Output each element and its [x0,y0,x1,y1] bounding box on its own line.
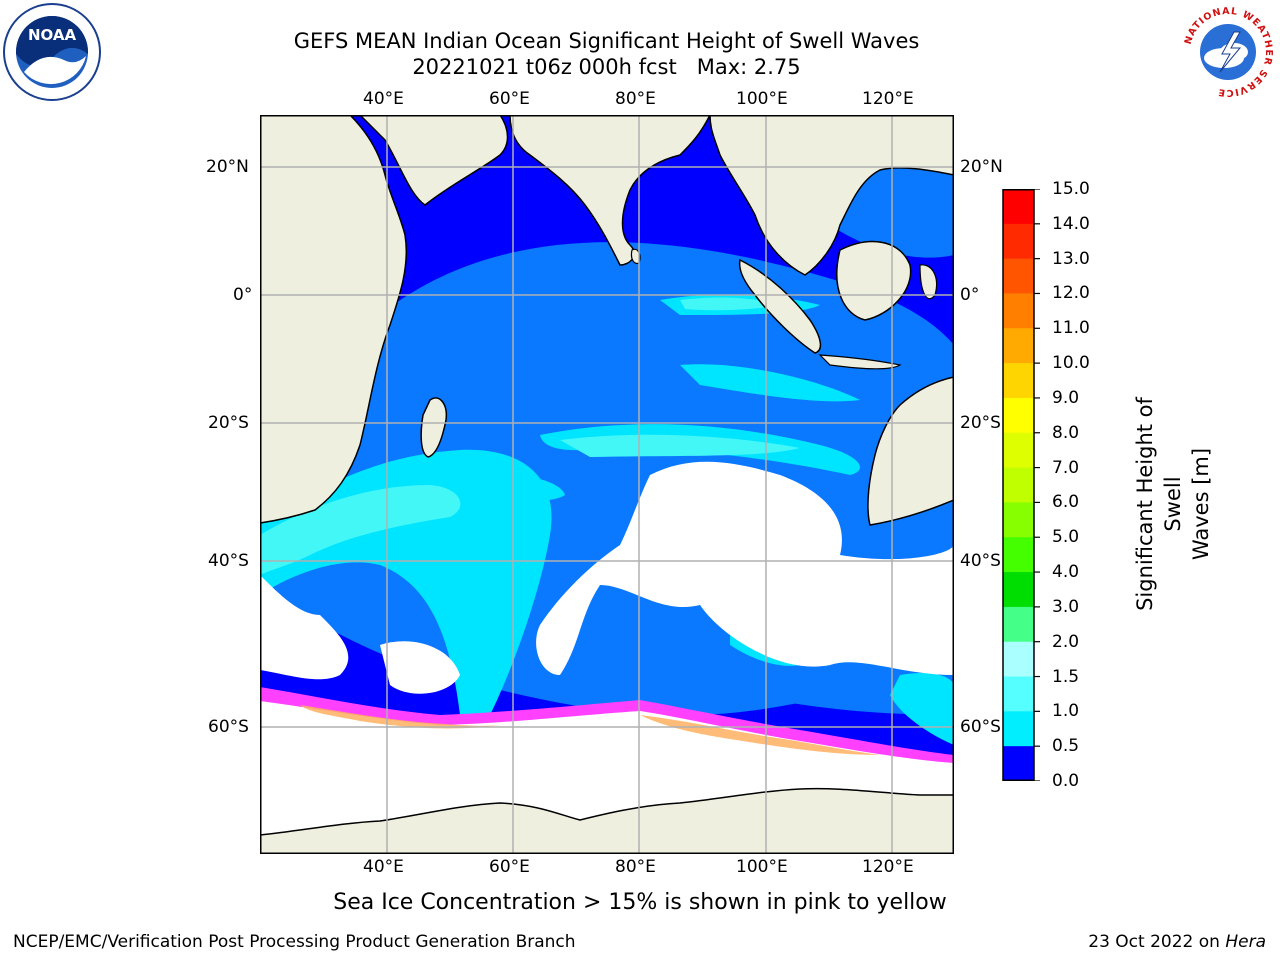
colorbar-cell [1003,293,1034,329]
sea-ice-region [380,641,460,694]
map-title: GEFS MEAN Indian Ocean Significant Heigh… [293,29,920,53]
footer-host: Hera [1225,932,1266,952]
lat-label-0-right: 0° [960,285,980,305]
arabia-land [358,115,509,206]
lon-label-40e-bottom: 40°E [363,857,404,877]
sumatra-land [738,258,822,354]
sea-ice-caption: Sea Ice Concentration > 15% is shown in … [333,890,947,915]
lat-label-40s-right: 40°S [960,551,1001,571]
australia-land [867,376,954,526]
swell-band-1-5 [680,297,780,311]
sea-ice-edge-orange [640,715,880,755]
colorbar-cell [1003,572,1034,608]
colorbar-tick-label: 11.0 [1052,318,1090,339]
map-frame [260,115,954,854]
colorbar-cell [1003,223,1034,260]
colorbar-tick-label: 4.0 [1052,562,1080,583]
colorbar-cell [1003,467,1034,503]
swell-band-1-5 [560,434,800,457]
colorbar-label: Significant Height of Swell Waves [m] [1131,384,1213,624]
colorbar [1002,189,1040,781]
footer-date: 23 Oct 2022 on Hera [1088,932,1266,952]
colorbar-tick-label: 13.0 [1052,248,1090,269]
colorbar-cell [1003,676,1034,712]
sea-ice-region [536,461,954,675]
lat-label-20s-left: 20°S [208,413,249,433]
colorbar-cell [1003,711,1034,747]
java-land [818,354,902,370]
colorbar-cell [1003,746,1034,781]
footer-credit: NCEP/EMC/Verification Post Processing Pr… [13,932,576,952]
nws-logo-icon: NATIONAL WEATHER SERVICE [1181,5,1275,99]
lat-label-0-left: 0° [233,285,253,305]
lat-label-60s-left: 60°S [208,717,249,737]
lat-label-60s-right: 60°S [960,717,1001,737]
lon-label-60e-bottom: 60°E [489,857,530,877]
lon-label-100e-top: 100°E [736,89,788,109]
lat-label-20s-right: 20°S [960,413,1001,433]
colorbar-tick-label: 15.0 [1052,179,1090,199]
colorbar-cell [1003,258,1034,294]
lon-label-120e-bottom: 120°E [862,857,914,877]
antarctica-land [260,787,954,854]
colorbar-tick-label: 6.0 [1052,492,1080,513]
colorbar-cell [1003,397,1034,434]
africa-land [260,115,408,524]
lon-label-60e-top: 60°E [489,89,530,109]
colorbar-cell [1003,328,1034,364]
lon-label-80e-bottom: 80°E [615,857,656,877]
southeast-asia-land [709,115,954,276]
colorbar-label-line1: Significant Height of Swell [1133,397,1185,611]
colorbar-tick-label: 12.0 [1052,283,1090,304]
lon-label-120e-top: 120°E [862,89,914,109]
colorbar-tick-label: 8.0 [1052,422,1080,443]
colorbar-cell [1003,502,1034,538]
colorbar-tick-label: 7.0 [1052,457,1080,478]
colorbar-tick-label: 5.0 [1052,527,1080,548]
footer-date-text: 23 Oct 2022 on [1088,932,1226,952]
colorbar-cell [1003,606,1034,643]
lon-label-80e-top: 80°E [615,89,656,109]
swell-height-map [260,115,954,854]
colorbar-tick-label: 3.0 [1052,596,1080,617]
noaa-logo-text: NOAA [28,26,77,44]
graticule [260,115,954,854]
colorbar-tick-label: 2.0 [1052,631,1080,652]
colorbar-tick-label: 10.0 [1052,353,1090,374]
colorbar-cell [1003,432,1034,469]
lat-label-20n-right: 20°N [960,157,1003,177]
swell-band-1-0 [680,364,860,402]
map-subtitle: 20221021 t06z 000h fcst Max: 2.75 [412,55,801,79]
colorbar-tick-label: 9.0 [1052,387,1080,408]
colorbar-tick-label: 1.5 [1052,666,1080,687]
lat-label-20n-left: 20°N [206,157,249,177]
madagascar-land [420,397,448,458]
sea-ice-region [260,575,349,680]
colorbar-tick-label: 0.0 [1052,771,1080,791]
noaa-logo-icon: NOAA [3,3,101,101]
colorbar-label-line2: Waves [m] [1189,447,1213,561]
swell-band-1-5 [260,485,461,575]
lat-label-40s-left: 40°S [208,551,249,571]
colorbar-tick-label: 1.0 [1052,701,1080,722]
colorbar-tick-label: 0.5 [1052,736,1080,757]
colorbar-cell [1003,363,1034,399]
colorbar-cell [1003,189,1034,225]
lon-label-40e-top: 40°E [363,89,404,109]
lon-label-100e-bottom: 100°E [736,857,788,877]
colorbar-cell [1003,641,1034,678]
colorbar-tick-label: 14.0 [1052,213,1090,234]
colorbar-cell [1003,537,1034,573]
sea-ice-edge-orange [300,705,500,729]
